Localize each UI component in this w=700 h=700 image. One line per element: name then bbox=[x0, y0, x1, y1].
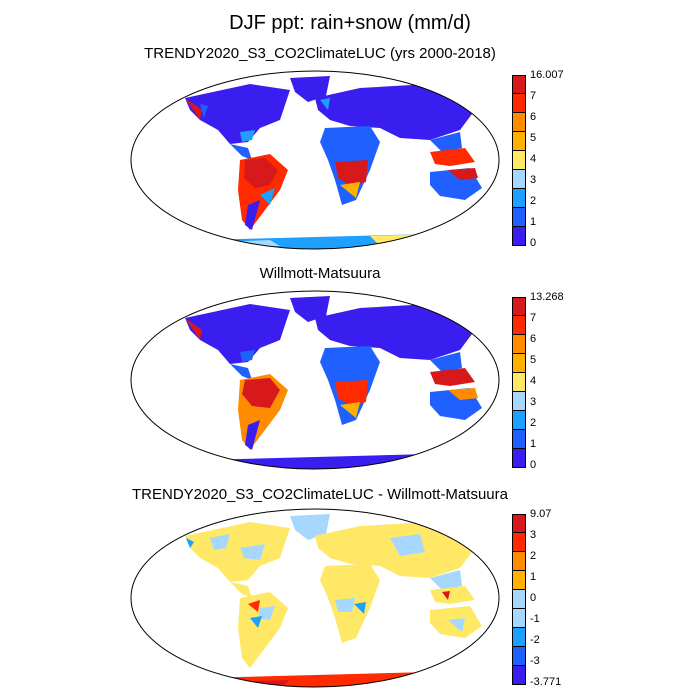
colorbar-label: 13.268 bbox=[530, 291, 564, 303]
panel-2-title: Willmott-Matsuura bbox=[259, 265, 381, 282]
colorbar-label: 5 bbox=[530, 132, 537, 144]
colorbar-label: 3 bbox=[530, 174, 537, 186]
colorbar-label: -1 bbox=[530, 613, 540, 625]
colorbar-label: 7 bbox=[530, 90, 537, 102]
colorbar-label: 1 bbox=[530, 571, 537, 583]
panel-3-map bbox=[130, 508, 500, 688]
panel-1-colorbar bbox=[512, 75, 526, 246]
colorbar-label: 4 bbox=[530, 375, 537, 387]
colorbar-label: 4 bbox=[530, 153, 537, 165]
colorbar-label: 16.007 bbox=[530, 69, 564, 81]
colorbar-label: 0 bbox=[530, 459, 537, 471]
panel-1-map bbox=[130, 70, 500, 250]
figure-title: DJF ppt: rain+snow (mm/d) bbox=[229, 12, 471, 34]
colorbar-label: 6 bbox=[530, 111, 537, 123]
colorbar-label: -2 bbox=[530, 634, 540, 646]
colorbar-label: 0 bbox=[530, 592, 537, 604]
colorbar-label: 2 bbox=[530, 417, 537, 429]
colorbar-label: 0 bbox=[530, 237, 537, 249]
panel-1-title: TRENDY2020_S3_CO2ClimateLUC (yrs 2000-20… bbox=[144, 45, 496, 62]
colorbar-label: 1 bbox=[530, 216, 537, 228]
panel-2-map bbox=[130, 290, 500, 470]
colorbar-label: 3 bbox=[530, 529, 537, 541]
colorbar-label: 5 bbox=[530, 354, 537, 366]
colorbar-label: 3 bbox=[530, 396, 537, 408]
colorbar-label: 7 bbox=[530, 312, 537, 324]
panel-3-title: TRENDY2020_S3_CO2ClimateLUC - Willmott-M… bbox=[132, 486, 508, 503]
panel-2-colorbar bbox=[512, 297, 526, 468]
colorbar-label: 1 bbox=[530, 438, 537, 450]
colorbar-label: 9.07 bbox=[530, 508, 552, 520]
colorbar-label: -3.771 bbox=[530, 676, 562, 688]
panel-3-colorbar bbox=[512, 514, 526, 685]
colorbar-label: 6 bbox=[530, 333, 537, 345]
colorbar-label: -3 bbox=[530, 655, 540, 667]
colorbar-label: 2 bbox=[530, 550, 537, 562]
colorbar-label: 2 bbox=[530, 195, 537, 207]
